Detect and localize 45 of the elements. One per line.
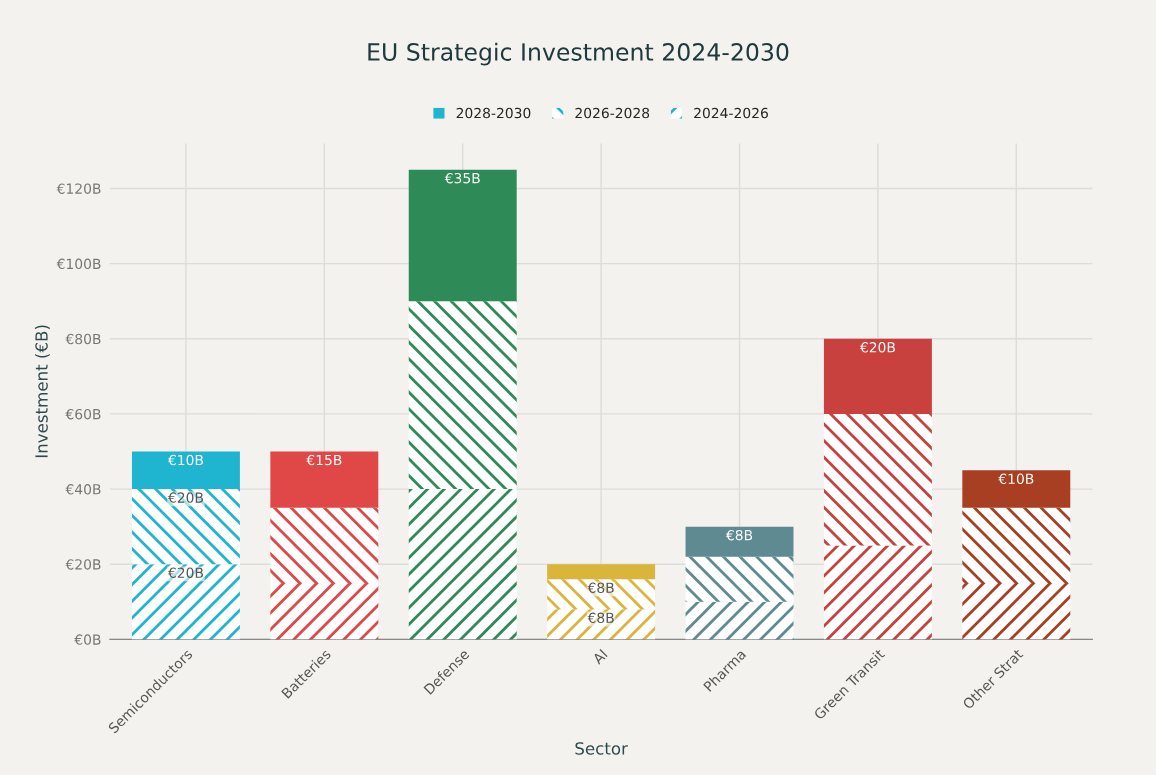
x-axis-title: Sector <box>575 742 628 755</box>
bar <box>547 579 656 610</box>
data-label: €20B <box>167 567 203 578</box>
data-label: €8B <box>725 529 753 541</box>
y-tick-label: €60B <box>65 408 101 420</box>
data-label: €8B <box>587 612 614 624</box>
bar <box>962 583 1071 640</box>
bar <box>131 564 240 640</box>
y-axis-title: Investment (€B) <box>34 325 50 458</box>
y-tick-label: €80B <box>65 333 101 345</box>
bar <box>408 169 517 302</box>
bar <box>685 556 794 602</box>
bar <box>131 451 240 490</box>
bar <box>823 545 932 640</box>
bar <box>270 583 379 640</box>
bar <box>547 609 656 640</box>
bar <box>270 451 379 508</box>
bar <box>962 470 1071 508</box>
bar <box>823 338 932 414</box>
data-label: €20B <box>859 342 895 353</box>
legend-label: 2024-2026 <box>694 107 768 119</box>
y-tick-label: €120B <box>56 183 101 194</box>
data-label: €20B <box>167 492 203 503</box>
legend-label: 2028-2030 <box>456 107 531 119</box>
bar <box>408 489 517 640</box>
data-label: €10B <box>998 473 1034 485</box>
bar <box>962 507 1071 584</box>
y-tick-label: €40B <box>65 484 101 495</box>
y-tick-label: €100B <box>56 258 101 270</box>
y-tick-label: €20B <box>65 559 101 570</box>
bar <box>408 301 517 490</box>
legend-label: 2026-2028 <box>575 107 650 119</box>
bar <box>547 564 656 580</box>
bar <box>131 489 240 565</box>
bar <box>685 526 794 557</box>
data-label: €8B <box>587 582 614 594</box>
y-tick-label: €0B <box>74 634 101 645</box>
bar <box>270 507 379 584</box>
x-tick-label: AI <box>591 648 608 665</box>
bar <box>685 601 794 640</box>
data-label: €10B <box>167 454 203 466</box>
data-label: €15B <box>306 454 342 466</box>
data-label: €35B <box>444 172 480 184</box>
chart-title: EU Strategic Investment 2024-2030 <box>368 42 789 66</box>
bar <box>823 413 932 546</box>
